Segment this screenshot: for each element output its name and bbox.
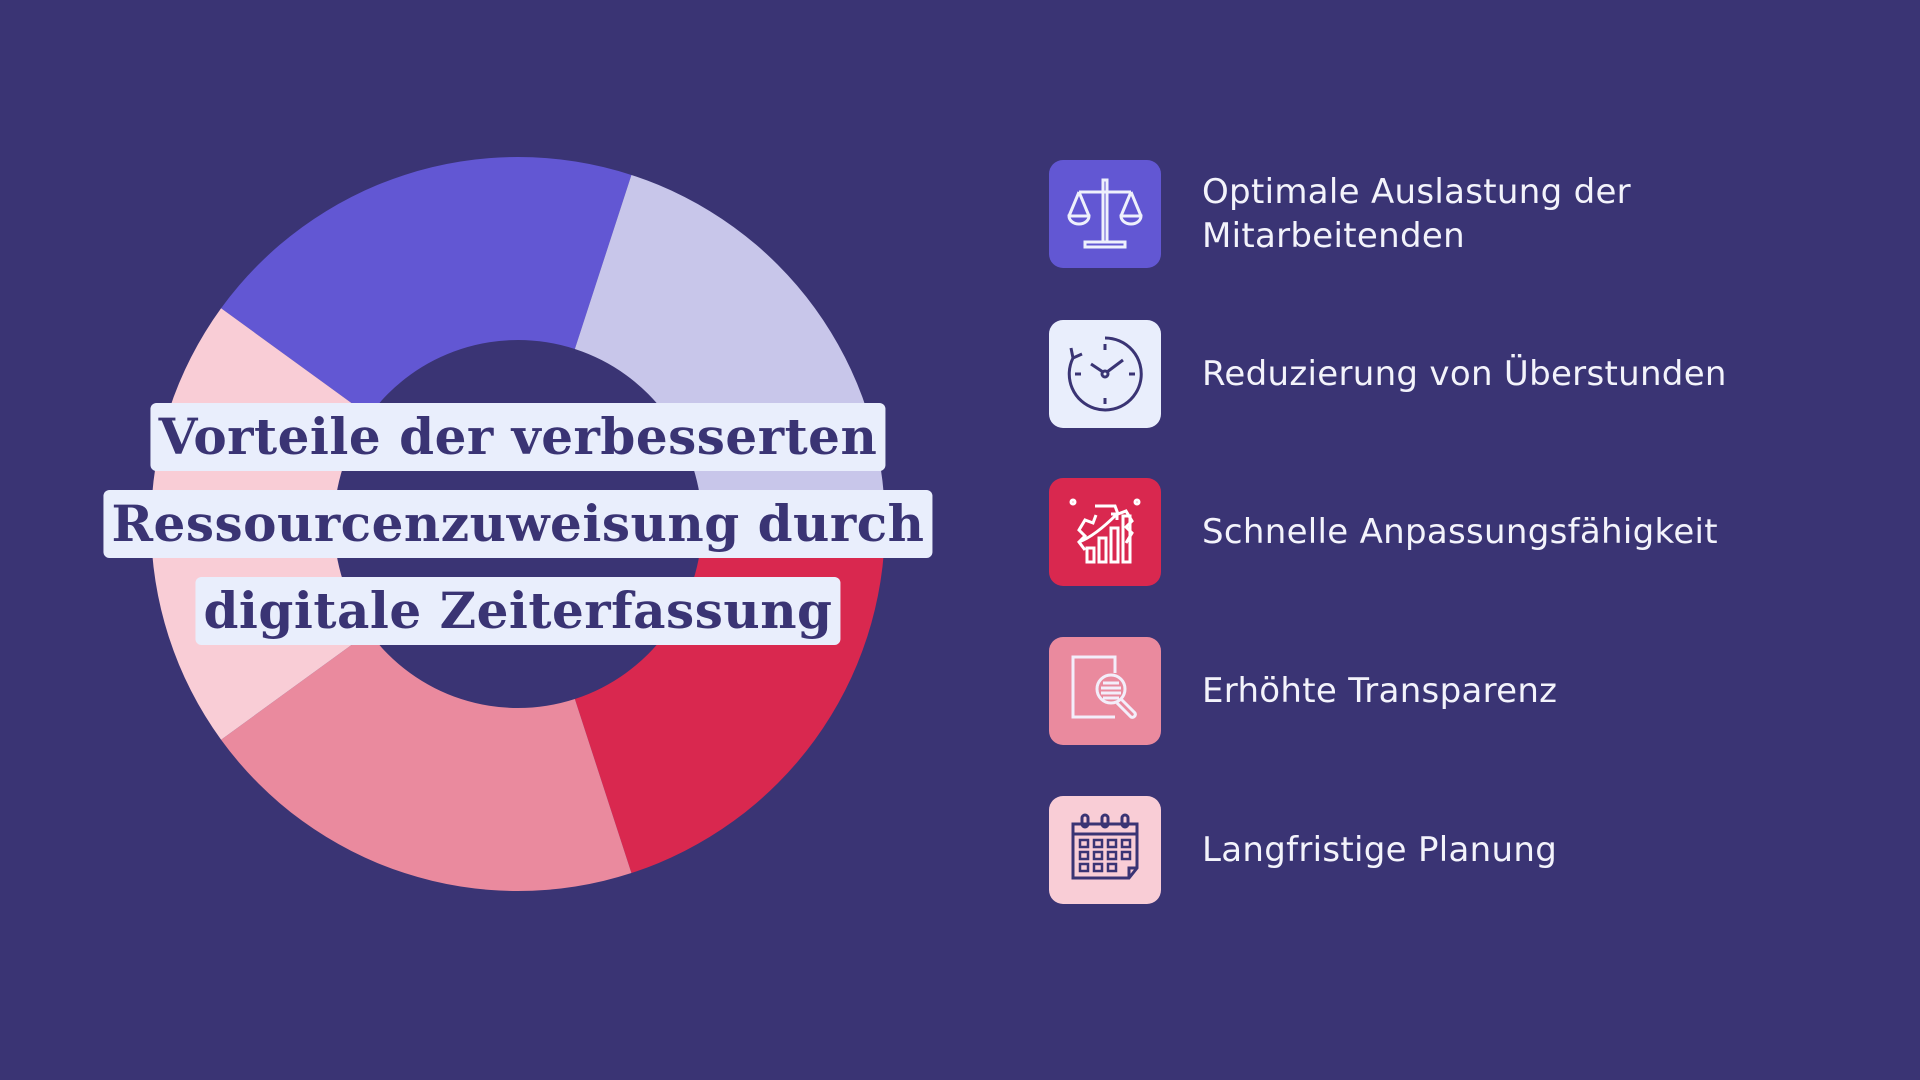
benefit-item-auslastung: Optimale Auslastung der Mitarbeitenden (1049, 160, 1762, 268)
benefit-item-ueberstunden: Reduzierung von Überstunden (1049, 320, 1762, 428)
title-line-2: Ressourcenzuweisung durch (103, 490, 933, 558)
benefit-label: Reduzierung von Überstunden (1202, 354, 1727, 394)
gear-chart-icon (1049, 478, 1161, 586)
benefit-label: Langfristige Planung (1202, 830, 1558, 870)
title-block: Vorteile der verbesserten Ressourcenzuwe… (103, 403, 933, 664)
donut-segment-4 (221, 632, 632, 891)
benefit-label: Optimale Auslastung der Mitarbeitenden (1202, 172, 1631, 256)
benefit-item-anpassung: Schnelle Anpassungsfähigkeit (1049, 478, 1762, 586)
title-line-1: Vorteile der verbesserten (150, 403, 886, 471)
benefit-label: Schnelle Anpassungsfähigkeit (1202, 512, 1718, 552)
benefit-item-transparenz: Erhöhte Transparenz (1049, 637, 1762, 745)
clock-icon (1049, 320, 1161, 428)
donut-segment-1 (221, 157, 632, 416)
benefit-item-planung: Langfristige Planung (1049, 796, 1762, 904)
benefit-label: Erhöhte Transparenz (1202, 671, 1558, 711)
calendar-icon (1049, 796, 1161, 904)
document-search-icon (1049, 637, 1161, 745)
scales-icon (1049, 160, 1161, 268)
title-line-3: digitale Zeiterfassung (195, 577, 841, 645)
